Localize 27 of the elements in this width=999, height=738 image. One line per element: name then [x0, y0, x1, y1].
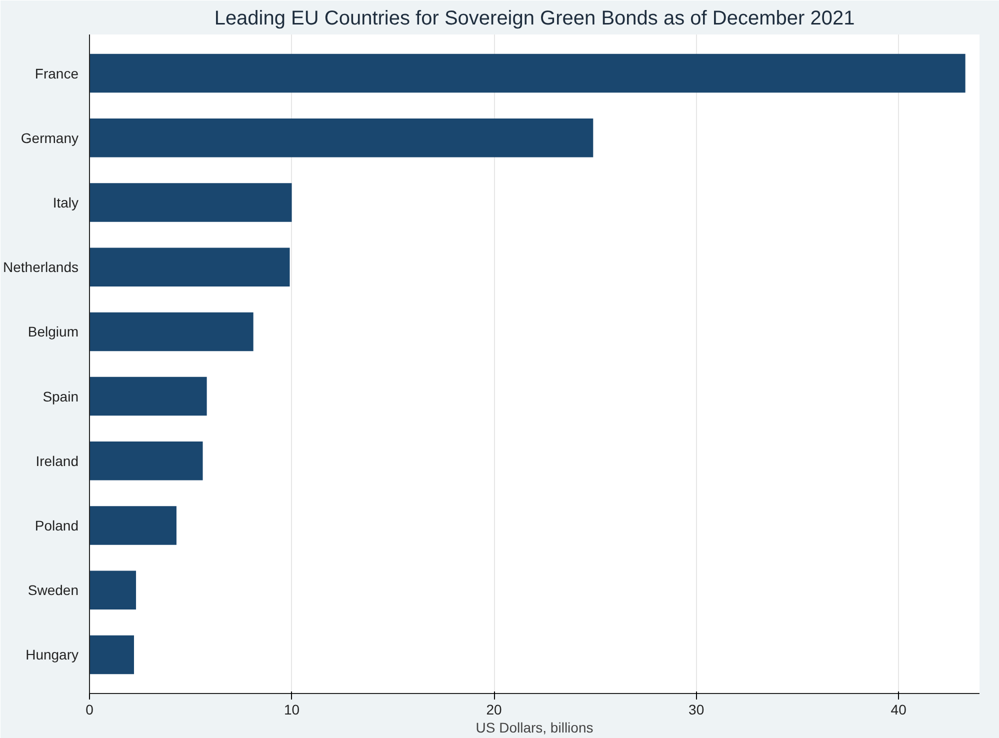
y-tick-label: France — [34, 65, 79, 82]
bar — [90, 635, 134, 674]
y-tick-label: Hungary — [26, 646, 79, 663]
bar — [90, 376, 207, 416]
bar — [90, 118, 594, 158]
y-tick-label: Italy — [52, 194, 79, 210]
bar — [90, 183, 292, 222]
y-tick-label: Ireland — [36, 452, 79, 469]
y-tick-label: Spain — [42, 388, 79, 404]
chart-title: Leading EU Countries for Sovereign Green Bonds as of December 2021 — [214, 8, 855, 30]
x-tick-label: 40 — [890, 702, 907, 718]
x-axis-title: US Dollars, billions — [476, 720, 594, 736]
bar — [90, 506, 176, 545]
y-tick-label: Poland — [34, 518, 78, 534]
bar — [90, 248, 290, 286]
x-tick-label: 20 — [486, 702, 502, 718]
x-tick-label: 10 — [284, 702, 300, 718]
x-tick-label: 0 — [86, 702, 94, 718]
bar — [90, 442, 203, 480]
y-tick-label: Sweden — [28, 582, 78, 598]
bar — [90, 312, 254, 352]
y-tick-label: Belgium — [28, 324, 79, 340]
y-tick-label: Netherlands — [3, 259, 79, 276]
bar — [90, 570, 136, 610]
y-tick-label: Germany — [20, 130, 79, 146]
bar — [90, 54, 966, 93]
x-tick-label: 30 — [688, 702, 704, 718]
